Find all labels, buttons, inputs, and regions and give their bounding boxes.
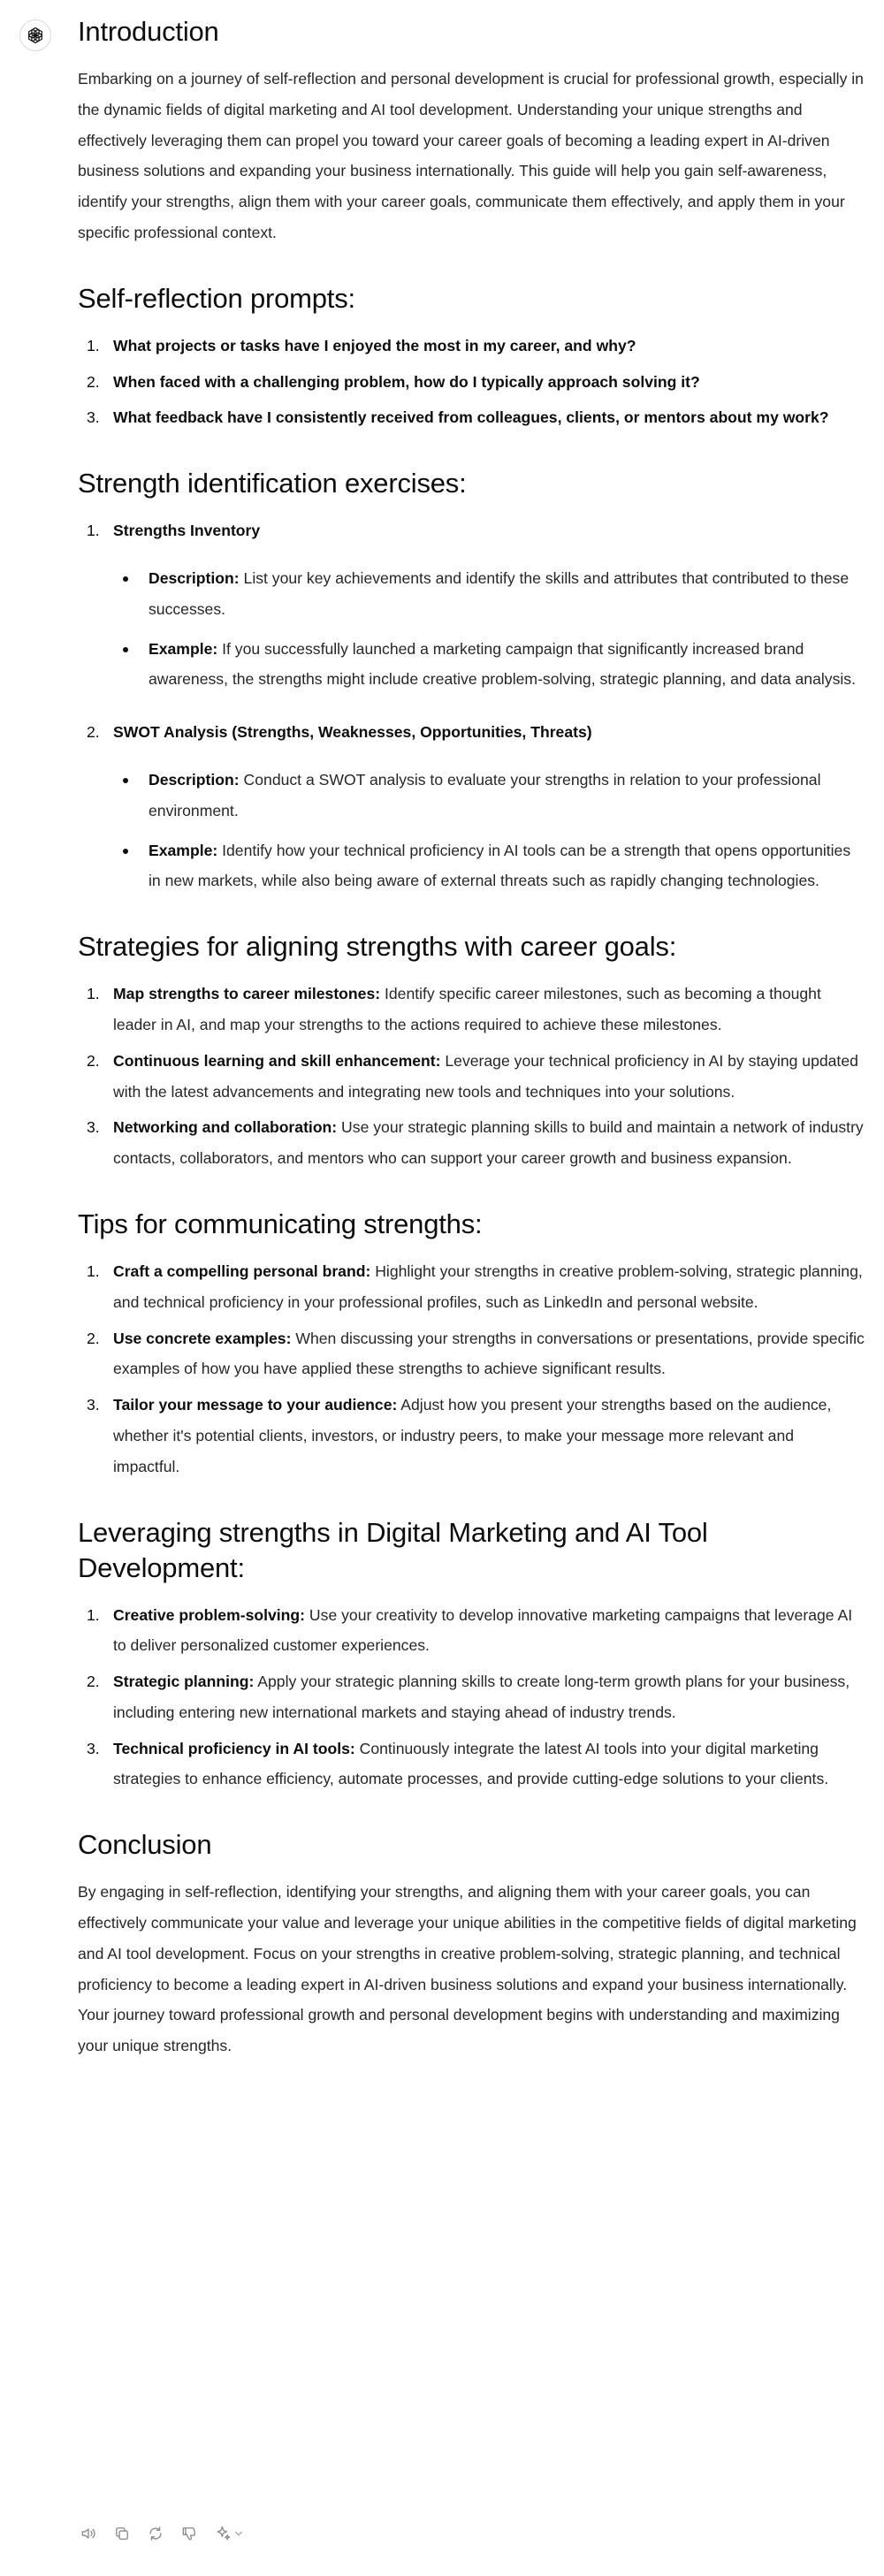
model-switcher-button[interactable] xyxy=(210,2521,249,2546)
bullet-item: Example: Identify how your technical pro… xyxy=(113,835,865,897)
self-reflection-list: 1. What projects or tasks have I enjoyed … xyxy=(78,331,865,433)
exercise-bullets: Description: Conduct a SWOT analysis to … xyxy=(113,765,865,896)
list-item: 1. Craft a compelling personal brand: Hig… xyxy=(87,1261,863,1311)
message-action-bar xyxy=(76,2521,249,2546)
list-item: 2. SWOT Analysis (Strengths, Weaknesses,… xyxy=(78,717,865,896)
list-item: 2. Strategic planning: Apply your strateg… xyxy=(87,1673,850,1721)
section-heading-aligning-strengths: Strategies for aligning strengths with c… xyxy=(78,931,677,963)
section-heading-conclusion: Conclusion xyxy=(78,1829,212,1861)
leveraging-list: 1. Creative problem-solving: Use your cre… xyxy=(78,1600,865,1795)
bad-response-button[interactable] xyxy=(177,2521,202,2546)
bullet-dot xyxy=(123,848,128,854)
exercise-bullets: Description: List your key achievements … xyxy=(113,563,865,695)
assistant-message: Introduction Embarking on a journey of s… xyxy=(78,14,865,2062)
section-heading-leveraging-strengths: Leveraging strengths in Digital Marketin… xyxy=(78,1516,708,1583)
aligning-list: 1. Map strengths to career milestones: Id… xyxy=(78,979,865,1174)
list-item: 2. When faced with a challenging problem,… xyxy=(87,372,700,391)
copy-icon xyxy=(116,2527,128,2540)
conclusion-paragraph: By engaging in self-reflection, identify… xyxy=(78,1883,857,2055)
chevron-down-icon xyxy=(235,2531,242,2536)
list-item: 3. Technical proficiency in AI tools: Con… xyxy=(87,1739,829,1788)
copy-button[interactable] xyxy=(110,2521,134,2546)
list-item: 1. Map strengths to career milestones: Id… xyxy=(87,985,821,1033)
list-item: 1. Strengths Inventory Description: List… xyxy=(78,515,865,695)
list-item: 1. Creative problem-solving: Use your cre… xyxy=(87,1605,853,1655)
strength-exercises-list: 1. Strengths Inventory Description: List… xyxy=(78,515,865,896)
bullet-dot xyxy=(123,575,128,582)
exercise-title: Strengths Inventory xyxy=(113,522,261,540)
bullet-dot xyxy=(123,646,128,652)
bullet-item: Description: Conduct a SWOT analysis to … xyxy=(113,765,865,827)
thumbs-down-icon xyxy=(182,2527,196,2541)
tips-list: 1. Craft a compelling personal brand: Hig… xyxy=(78,1256,865,1482)
regenerate-icon xyxy=(149,2526,162,2541)
intro-paragraph: Embarking on a journey of self-reflectio… xyxy=(78,70,864,241)
list-item: 3. Tailor your message to your audience: … xyxy=(87,1396,832,1475)
section-heading-strength-exercises: Strength identification exercises: xyxy=(78,468,467,499)
section-heading-self-reflection: Self-reflection prompts: xyxy=(78,282,355,314)
list-item: 3. Networking and collaboration: Use your… xyxy=(87,1118,864,1168)
openai-logo-icon xyxy=(28,27,42,44)
bullet-dot xyxy=(123,777,128,783)
section-heading-introduction: Introduction xyxy=(78,16,219,47)
list-item: 1. What projects or tasks have I enjoyed … xyxy=(87,336,636,354)
list-item: 2. Use concrete examples: When discussing… xyxy=(87,1329,865,1378)
list-item: 3. What feedback have I consistently rece… xyxy=(87,408,829,427)
list-item: 2. Continuous learning and skill enhancem… xyxy=(87,1051,858,1101)
bullet-item: Example: If you successfully launched a … xyxy=(113,634,865,696)
sparkle-model-icon xyxy=(217,2526,231,2541)
speaker-icon xyxy=(81,2528,95,2539)
exercise-title: SWOT Analysis (Strengths, Weaknesses, Op… xyxy=(113,723,592,742)
read-aloud-button[interactable] xyxy=(76,2521,101,2546)
section-heading-communicating-strengths: Tips for communicating strengths: xyxy=(78,1208,483,1239)
bullet-item: Description: List your key achievements … xyxy=(113,563,865,625)
assistant-avatar xyxy=(19,19,51,51)
regenerate-button[interactable] xyxy=(143,2521,168,2546)
